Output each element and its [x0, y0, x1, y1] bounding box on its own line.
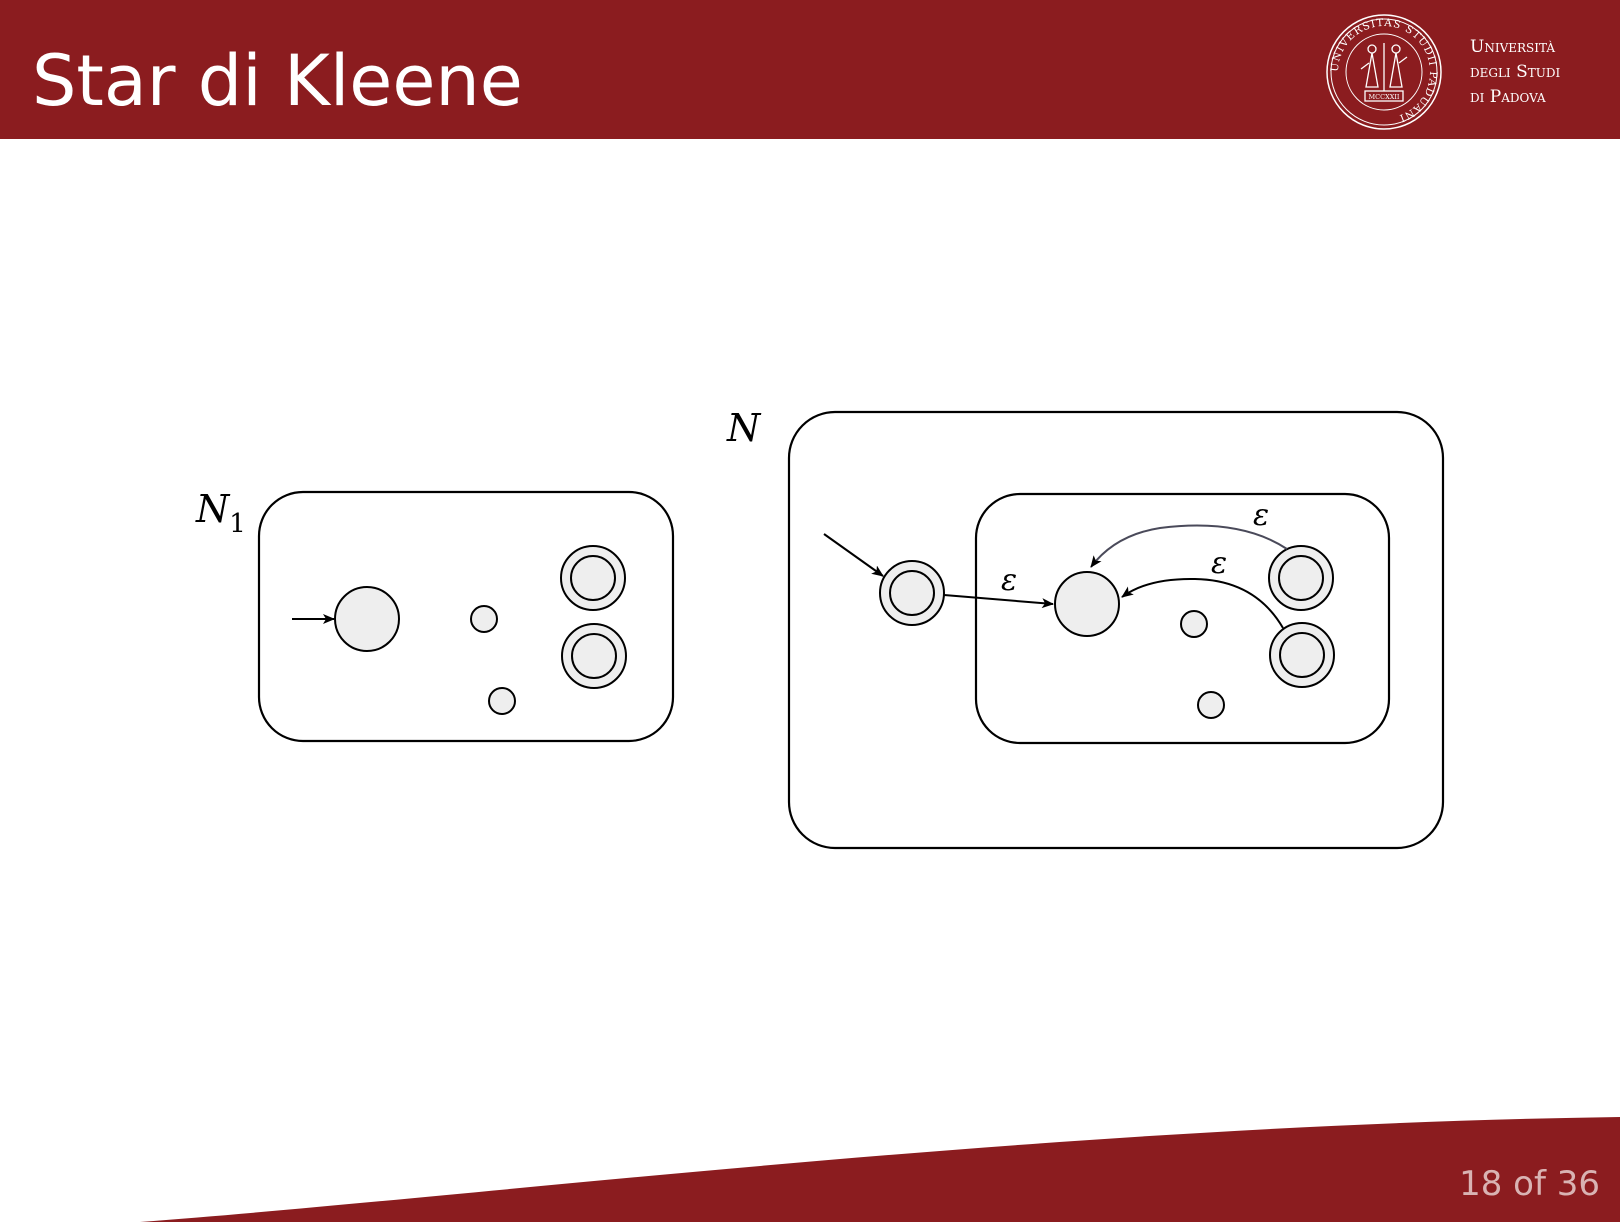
university-name-line-1: Università [1470, 37, 1556, 57]
n-outer-box [787, 410, 1445, 850]
page-number-current: 18 [1459, 1164, 1503, 1204]
epsilon-label: ε [1211, 546, 1227, 581]
university-name: Università degli Studi di Padova [1470, 35, 1560, 110]
n1-label: N1 [195, 487, 246, 539]
n-old-start-state [1054, 571, 1120, 637]
n-accept-state [1268, 545, 1334, 611]
n1-accept-state [560, 545, 626, 611]
n-state [1197, 691, 1225, 719]
n-new-start-state [879, 560, 945, 626]
epsilon-edge-start [943, 594, 1054, 609]
n1-state [470, 605, 498, 633]
footer-swoosh [140, 1117, 1620, 1222]
n1-label-subscript: 1 [229, 509, 246, 539]
page-number: 18 of 36 [1459, 1164, 1600, 1204]
university-name-line-2: degli Studi [1470, 62, 1561, 82]
n1-start-state [334, 586, 400, 652]
n-label: N [726, 406, 762, 450]
university-name-line-3: di Padova [1470, 87, 1546, 107]
n1-label-main: N [195, 487, 231, 531]
page-number-separator: of [1513, 1164, 1546, 1204]
n1-inner-box [974, 492, 1391, 745]
n1-state [488, 687, 516, 715]
slide-title: Star di Kleene [32, 40, 523, 122]
n-start-arrow [823, 533, 884, 577]
seal-year: MCCXXII [1369, 93, 1400, 101]
n1-accept-state [561, 623, 627, 689]
page-number-total: 36 [1556, 1164, 1600, 1204]
n1-box [257, 490, 675, 743]
epsilon-label: ε [1001, 563, 1017, 598]
epsilon-edge-loop-upper [1090, 524, 1288, 568]
university-seal-icon: UNIVERSITAS STUDII PADUANI MCCXXII [1326, 14, 1442, 130]
header-bar: Star di Kleene UNIVERSITAS STUDII PADUAN… [0, 0, 1620, 139]
n-state [1180, 610, 1208, 638]
epsilon-label: ε [1253, 498, 1269, 533]
n-accept-state [1269, 622, 1335, 688]
epsilon-edge-loop-lower [1121, 577, 1284, 629]
